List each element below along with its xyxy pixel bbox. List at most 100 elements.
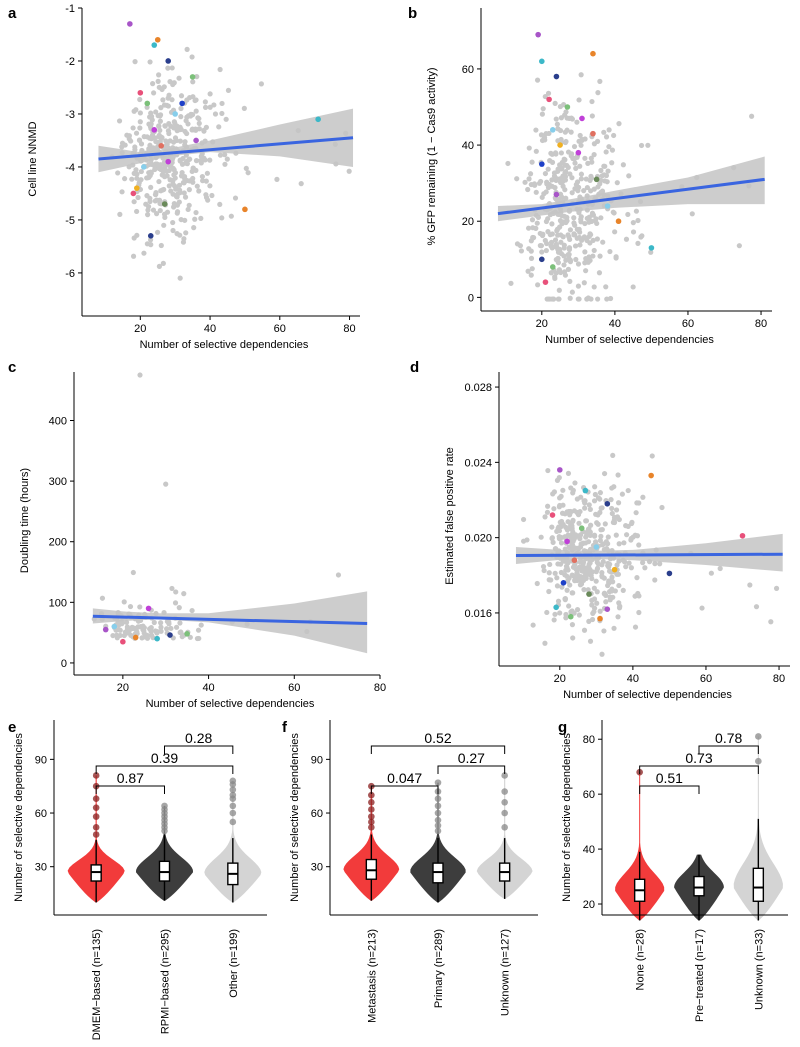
outlier-point [92,795,100,803]
background-point [768,619,774,625]
background-point [153,197,160,203]
background-point [567,512,573,518]
highlight-point [315,116,321,123]
highlight-point [151,127,158,133]
background-point [122,142,128,148]
background-point [563,524,569,530]
background-point [547,232,553,238]
highlight-point [578,525,585,532]
confidence-band [92,591,368,654]
background-point [195,627,202,633]
background-point [773,585,780,591]
background-point [659,504,665,511]
highlight-point [739,532,746,539]
highlight-point [611,566,618,573]
background-point [174,231,180,237]
y-tick-label: 40 [583,844,595,856]
x-tick-label: 40 [202,682,214,694]
background-point [619,491,625,497]
background-point [138,168,144,175]
background-point [552,100,558,106]
background-point [181,190,187,196]
background-point [613,255,619,261]
background-point [594,600,600,606]
highlight-point [127,21,133,27]
highlight-point [590,130,596,137]
background-point [747,582,753,588]
highlight-point [560,580,567,586]
background-point [595,296,601,302]
background-point [134,629,140,635]
background-point [611,210,617,216]
y-tick-label: 60 [35,808,47,820]
background-point [588,155,594,161]
background-point [177,138,183,144]
background-point [217,152,224,158]
outlier-point [229,818,237,826]
highlight-point [158,142,165,149]
background-point [222,152,228,158]
background-point [157,200,163,207]
highlight-point [154,36,161,43]
background-point [186,202,192,208]
x-tick-label: 60 [288,682,300,694]
background-point [554,583,561,589]
x-tick-label: 20 [134,323,146,335]
background-point [567,533,573,539]
comparison-bracket [639,765,759,774]
background-point [610,452,616,459]
background-point [169,585,175,592]
p-value-label: 0.27 [458,750,485,766]
background-point [212,111,219,117]
background-point [154,229,161,235]
background-point [554,528,560,534]
box [752,867,765,902]
background-point [633,208,640,214]
outlier-point [229,809,237,817]
background-point [192,126,199,132]
background-point [603,134,610,140]
background-point [635,217,641,224]
y-tick-label: 0 [468,292,474,304]
background-point [587,506,593,513]
background-point [616,541,622,547]
background-point [630,229,637,235]
outlier-point [434,795,442,803]
background-point [586,502,592,508]
y-tick-label: 100 [49,597,67,609]
violin-panel-g: None (n=28) Pre−treated (n=17) Unknown (n=… [561,720,788,1022]
comparison-bracket [370,785,439,794]
background-point [602,521,608,527]
background-point [124,624,130,630]
highlight-point [165,158,172,165]
background-point [640,494,646,500]
background-point [170,219,176,226]
outlier-point [501,798,508,806]
background-point [594,589,600,595]
comparison-bracket [639,785,700,794]
background-point [148,632,155,638]
outlier-point [229,777,237,785]
background-point [176,182,183,188]
x-tick-label: 80 [755,318,767,330]
background-point [572,232,578,238]
background-point [518,248,525,254]
background-point [128,632,134,638]
background-point [545,216,551,222]
background-point [192,216,198,222]
background-point [578,176,584,182]
background-point [219,110,225,117]
background-point [554,121,560,127]
highlight-point [567,613,574,620]
background-point [153,190,159,196]
background-point [157,207,163,214]
background-point [542,640,548,646]
background-point [634,575,640,581]
highlight-point [140,164,147,170]
background-point [611,625,617,631]
panel-letter-g: g [558,719,567,736]
background-point [145,212,151,218]
background-point [173,589,179,595]
background-point [607,248,613,255]
background-point [171,80,177,86]
